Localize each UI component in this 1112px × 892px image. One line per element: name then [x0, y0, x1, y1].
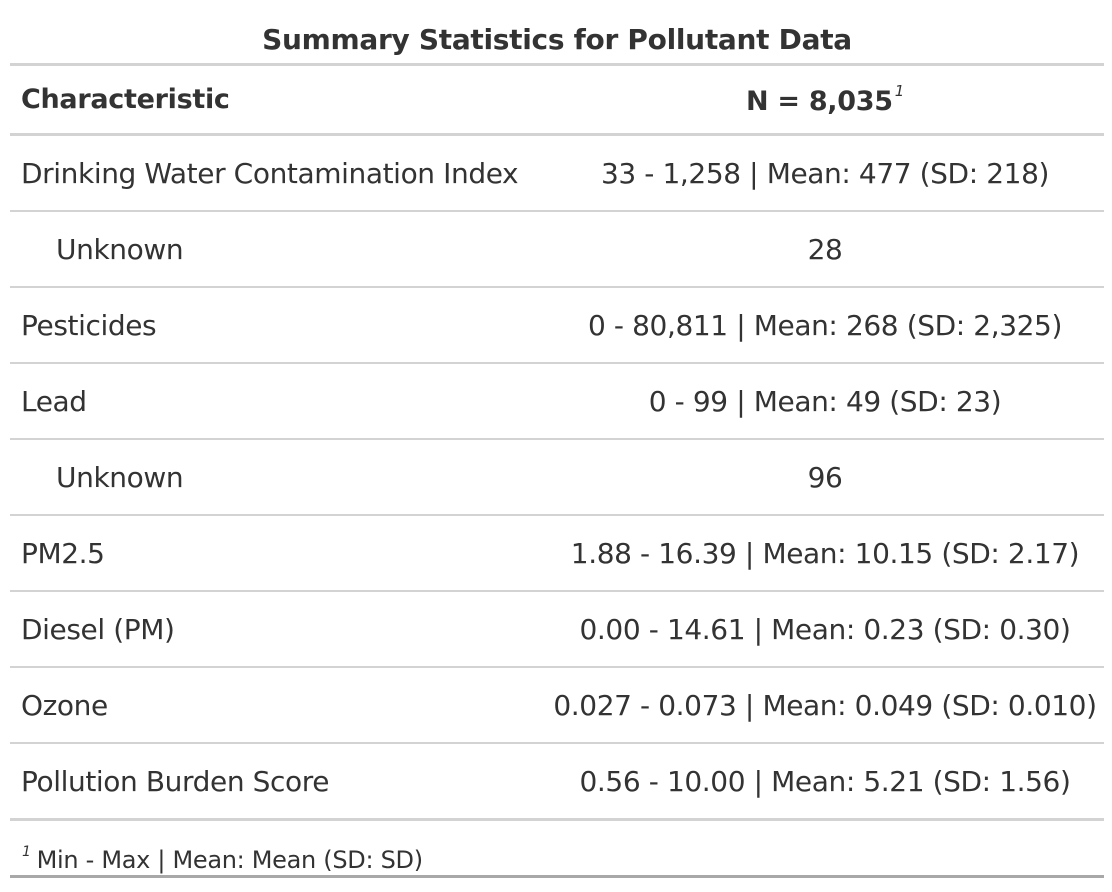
- row-value: 0.027 - 0.073 | Mean: 0.049 (SD: 0.010): [546, 667, 1104, 744]
- row-label: Unknown: [10, 211, 546, 288]
- summary-table-container: Summary Statistics for Pollutant Data Ch…: [10, 0, 1104, 878]
- row-label: Diesel (PM): [10, 591, 546, 668]
- header-n-label: N = 8,035: [746, 86, 893, 117]
- table-row: Unknown 28: [10, 211, 1104, 288]
- row-label: Unknown: [10, 439, 546, 516]
- row-value: 96: [546, 439, 1104, 516]
- table-row: Pollution Burden Score 0.56 - 10.00 | Me…: [10, 743, 1104, 821]
- table-row: Ozone 0.027 - 0.073 | Mean: 0.049 (SD: 0…: [10, 667, 1104, 744]
- table-row: Unknown 96: [10, 439, 1104, 516]
- footnote-mark: 1: [22, 844, 31, 860]
- summary-table: Characteristic N = 8,035 1 Drinking Water…: [10, 66, 1104, 821]
- footnote-text: Min - Max | Mean: Mean (SD: SD): [36, 846, 423, 874]
- row-label: Ozone: [10, 667, 546, 744]
- table-row: Lead 0 - 99 | Mean: 49 (SD: 23): [10, 363, 1104, 440]
- table-row: Pesticides 0 - 80,811 | Mean: 268 (SD: 2…: [10, 287, 1104, 364]
- header-characteristic: Characteristic: [10, 66, 546, 136]
- table-row: Drinking Water Contamination Index 33 - …: [10, 134, 1104, 212]
- row-value: 0.00 - 14.61 | Mean: 0.23 (SD: 0.30): [546, 591, 1104, 668]
- row-value: 0 - 99 | Mean: 49 (SD: 23): [546, 363, 1104, 440]
- header-row: Characteristic N = 8,035 1: [10, 66, 1104, 136]
- row-label: Pollution Burden Score: [10, 743, 546, 821]
- row-label: PM2.5: [10, 515, 546, 592]
- table-title: Summary Statistics for Pollutant Data: [10, 0, 1104, 66]
- row-label: Lead: [10, 363, 546, 440]
- row-value: 0.56 - 10.00 | Mean: 5.21 (SD: 1.56): [546, 743, 1104, 821]
- table-footnote: 1 Min - Max | Mean: Mean (SD: SD): [10, 821, 1104, 878]
- row-value: 0 - 80,811 | Mean: 268 (SD: 2,325): [546, 287, 1104, 364]
- header-footnote-mark: 1: [894, 82, 905, 100]
- header-n: N = 8,035 1: [546, 66, 1104, 136]
- row-value: 1.88 - 16.39 | Mean: 10.15 (SD: 2.17): [546, 515, 1104, 592]
- row-value: 33 - 1,258 | Mean: 477 (SD: 218): [546, 134, 1104, 212]
- row-label: Drinking Water Contamination Index: [10, 134, 546, 212]
- table-row: PM2.5 1.88 - 16.39 | Mean: 10.15 (SD: 2.…: [10, 515, 1104, 592]
- table-row: Diesel (PM) 0.00 - 14.61 | Mean: 0.23 (S…: [10, 591, 1104, 668]
- row-value: 28: [546, 211, 1104, 288]
- row-label: Pesticides: [10, 287, 546, 364]
